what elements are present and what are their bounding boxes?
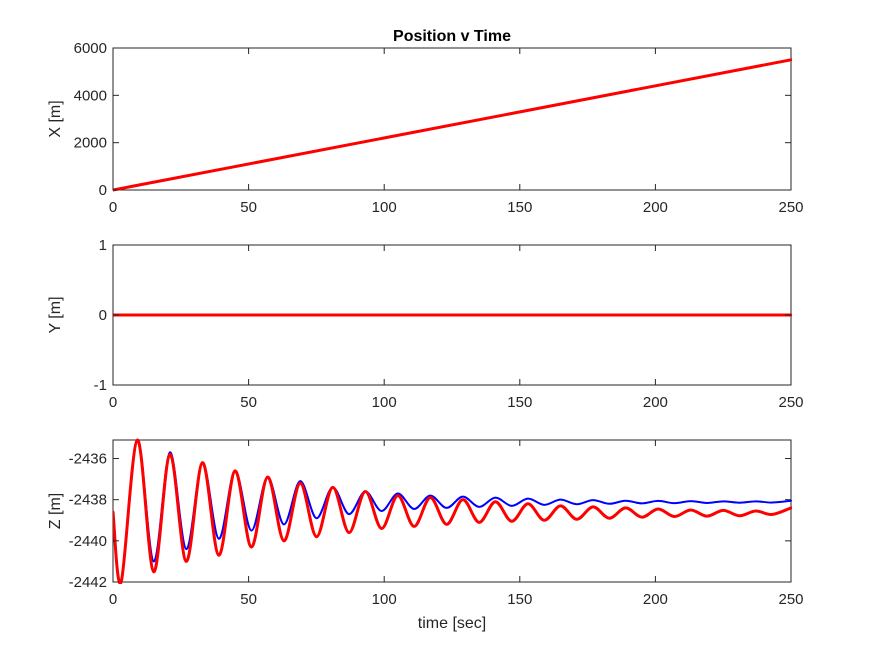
x-tick-label-3-5: 250: [778, 591, 803, 608]
x-tick-label-3-4: 200: [643, 591, 668, 608]
series-group-3: [113, 438, 792, 584]
x-tick-label-3-2: 100: [372, 591, 397, 608]
x-tick-label-1-4: 200: [643, 199, 668, 216]
subplot-1: 0 50 100 150 200 250 0 2000 4000 6000 X [m]: [47, 40, 804, 216]
series-line-3-2: [113, 438, 792, 584]
x-tick-label-2-1: 50: [240, 394, 257, 411]
y-tick-label-1-2: 4000: [74, 87, 107, 104]
figure-title: Position v Time: [393, 28, 511, 45]
y-axis-label-2: Y [m]: [47, 296, 64, 333]
axes-frame-1: [112, 47, 792, 191]
y-tick-label-1-0: 0: [99, 182, 107, 199]
x-tick-label-2-0: 0: [109, 394, 117, 411]
y-tick-label-3-0: -2442: [69, 574, 107, 591]
y-tick-label-1-3: 6000: [74, 40, 107, 57]
x-tick-label-3-1: 50: [240, 591, 257, 608]
x-tick-label-1-0: 0: [109, 199, 117, 216]
x-tick-label-3-3: 150: [507, 591, 532, 608]
x-tick-label-2-2: 100: [372, 394, 397, 411]
y-tick-label-2-0: -1: [94, 377, 107, 394]
x-tick-label-3-0: 0: [109, 591, 117, 608]
x-tick-label-1-5: 250: [778, 199, 803, 216]
x-axis-label-3: time [sec]: [418, 615, 486, 632]
x-tick-label-1-3: 150: [507, 199, 532, 216]
y-axis-label-1: X [m]: [47, 100, 64, 137]
y-axis-label-3: Z [m]: [47, 493, 64, 529]
x-tick-label-2-3: 150: [507, 394, 532, 411]
y-tick-label-2-2: 1: [99, 237, 107, 254]
series-group-1: [113, 58, 792, 192]
subplot-3: 0 50 100 150 200 250 -2442 -2440 -2438 -2436 Z [m]…: [47, 438, 804, 632]
y-tick-label-3-2: -2438: [69, 492, 107, 509]
x-tick-label-1-1: 50: [240, 199, 257, 216]
series-line-1-1: [113, 58, 792, 192]
y-tick-label-3-1: -2440: [69, 533, 107, 550]
y-tick-label-3-3: -2436: [69, 451, 107, 468]
x-tick-label-2-4: 200: [643, 394, 668, 411]
y-tick-label-2-1: 0: [99, 307, 107, 324]
x-tick-label-1-2: 100: [372, 199, 397, 216]
y-tick-label-1-1: 2000: [74, 135, 107, 152]
x-tick-label-2-5: 250: [778, 394, 803, 411]
